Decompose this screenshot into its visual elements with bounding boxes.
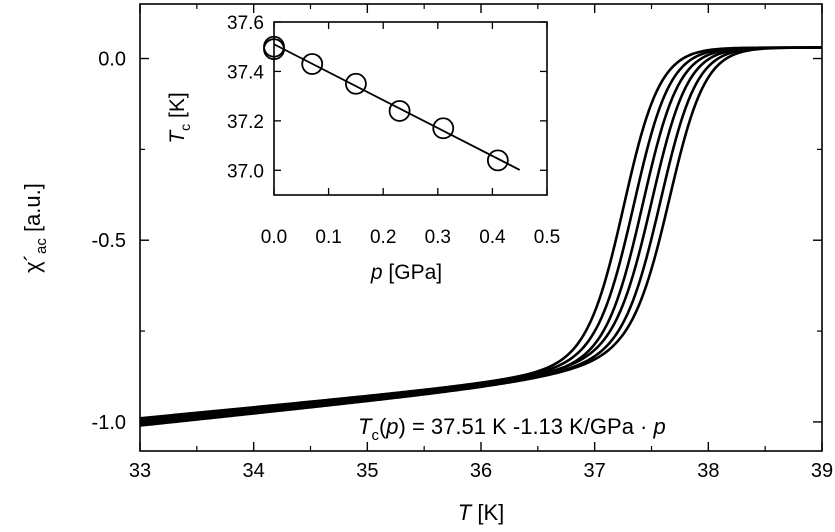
main-series-group — [139, 46, 823, 427]
inset-xtick-label-3: 0.3 — [425, 227, 451, 248]
main-xtick-label-2: 35 — [356, 460, 378, 482]
inset-data-point-2 — [301, 53, 324, 75]
main-series-line-4 — [139, 46, 822, 424]
main-plot-area: 33 34 35 36 37 38 39 0.0 -0.5 -1.0 T [K] χ´ac [a.u.… — [20, 3, 833, 525]
inset-plot-frame — [273, 21, 548, 196]
fit-equation-annotation: Tc(p) = 37.51 K -1.13 K/GPa · p — [358, 414, 666, 444]
inset-data-point-3 — [344, 72, 367, 95]
main-ytick-label-2: -1.0 — [92, 412, 126, 434]
main-xtick-label-5: 38 — [697, 460, 719, 482]
inset-xaxis-label: p [GPa] — [370, 261, 442, 284]
inset-ytick-label-0: 37.0 — [227, 161, 264, 182]
inset-data-point-4 — [388, 100, 411, 122]
inset-plot-area: 0.0 0.1 0.2 0.3 0.4 0.5 37.0 37.2 37.4 37.6 p [GPa… — [166, 13, 560, 284]
main-xtick-label-4: 37 — [584, 460, 606, 482]
main-ytick-label-0: 0.0 — [98, 49, 126, 71]
main-xtick-label-3: 36 — [470, 460, 492, 482]
inset-data-point-5 — [432, 117, 455, 140]
main-xtick-label-0: 33 — [129, 460, 151, 482]
main-ytick-label-1: -0.5 — [92, 230, 126, 252]
inset-ytick-label-1: 37.2 — [227, 112, 264, 133]
inset-xtick-label-0: 0.0 — [261, 227, 287, 248]
main-xtick-label-6: 39 — [811, 460, 833, 482]
inset-xtick-label-4: 0.4 — [479, 227, 506, 248]
inset-xtick-label-2: 0.2 — [370, 227, 396, 248]
inset-yaxis-label: Tc [K] — [166, 92, 193, 143]
inset-ytick-label-2: 37.4 — [227, 62, 264, 83]
inset-data-point-6 — [486, 149, 509, 172]
inset-ytick-label-3: 37.6 — [227, 13, 264, 34]
inset-xtick-label-5: 0.5 — [534, 227, 560, 248]
main-series-line-6 — [139, 46, 822, 427]
main-xtick-label-1: 34 — [243, 460, 265, 482]
main-yaxis-label: χ´ac [a.u.] — [20, 183, 50, 273]
inset-xtick-label-1: 0.1 — [315, 227, 341, 248]
inset-background — [274, 22, 547, 195]
main-xaxis-label: T [K] — [458, 500, 504, 525]
inset-fit-line — [273, 43, 521, 171]
